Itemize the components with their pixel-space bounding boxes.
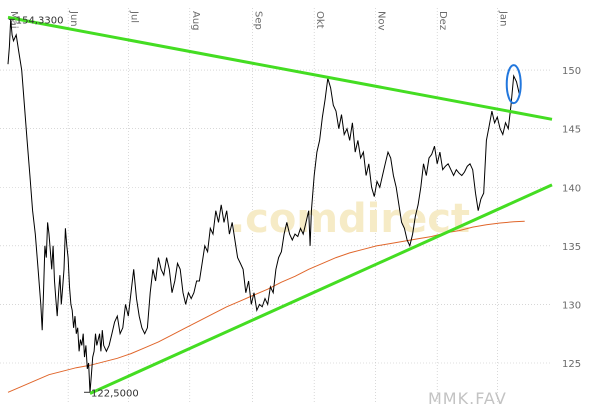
high-label: 154,3300 (16, 15, 64, 26)
y-tick-label: 140 (562, 183, 581, 194)
x-tick-label: Jul (128, 10, 139, 23)
x-tick-label: Jun (68, 10, 79, 27)
y-tick-label: 135 (562, 242, 581, 253)
lower-trendline (89, 183, 553, 395)
annotations: 154,3300 122,5000 (8, 15, 139, 399)
x-tick-label: Dez (437, 11, 448, 30)
y-tick-label: 145 (562, 125, 581, 136)
x-tick-label: Aug (190, 11, 201, 31)
y-tick-label: 125 (562, 359, 581, 370)
x-tick-label: Okt (314, 11, 325, 29)
watermark: .comdirect (230, 196, 470, 242)
x-tick-label: Nov (376, 11, 387, 31)
upper-trendline (7, 15, 553, 121)
y-axis-ticks: 125 130 135 140 145 150 (562, 66, 581, 370)
price-line (7, 19, 520, 393)
grid (0, 8, 552, 404)
low-label: 122,5000 (91, 388, 139, 399)
y-tick-label: 130 (562, 300, 581, 311)
series-layer (7, 15, 553, 395)
x-tick-label: Sep (253, 11, 264, 30)
symbol-label: MMK.FAV (428, 389, 507, 408)
y-tick-label: 150 (562, 66, 581, 77)
x-tick-label: Jan (497, 10, 508, 26)
highlight-ellipse (505, 64, 522, 105)
